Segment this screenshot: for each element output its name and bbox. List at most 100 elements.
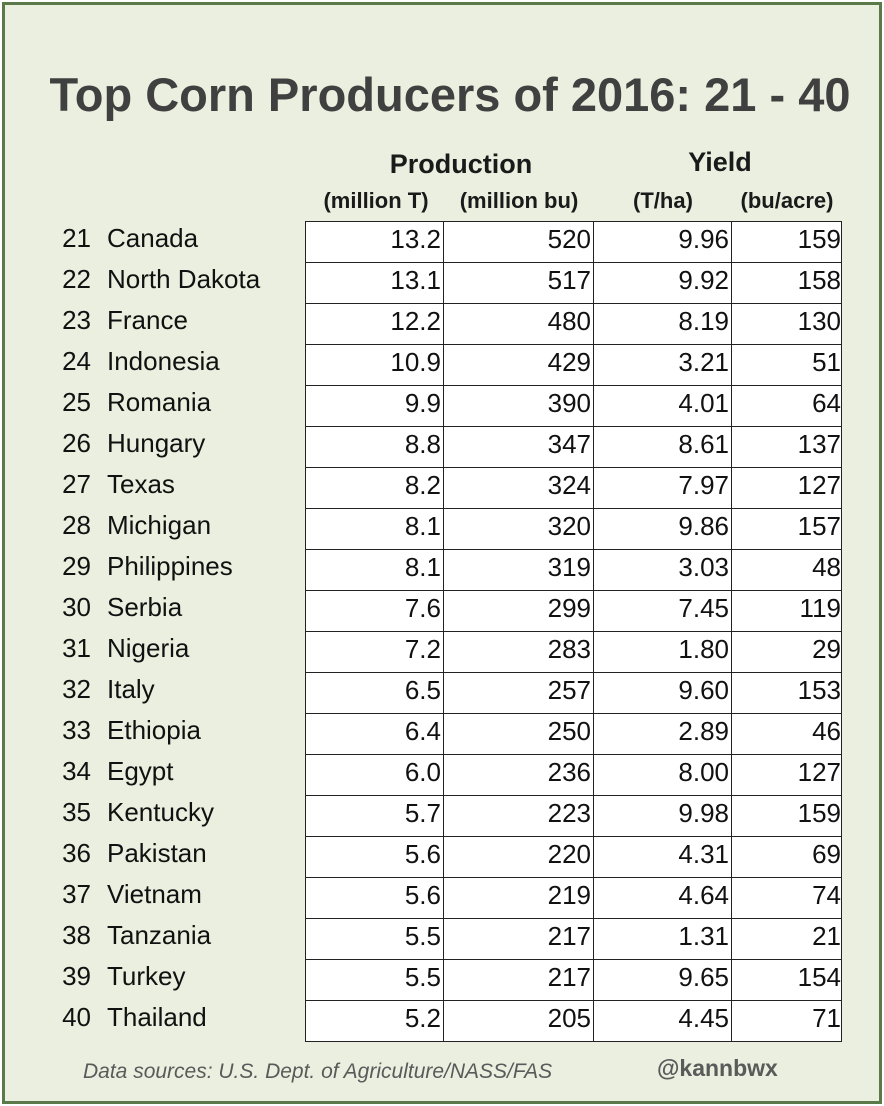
table-cell-prod-bu: 347: [547, 429, 591, 459]
rank-label: 34: [62, 756, 91, 786]
table-cell-prod-bu: 324: [547, 470, 591, 500]
table-row-rule: [305, 836, 842, 837]
table-cell-yield-t: 9.65: [678, 962, 729, 992]
rank-label: 21: [62, 223, 91, 253]
table-cell-prod-bu: 219: [547, 880, 591, 910]
producer-name: Canada: [107, 223, 199, 253]
production-group-header: Production: [389, 149, 533, 179]
table-cell-prod-bu: 520: [547, 224, 591, 254]
table-cell-yield-t: 7.97: [678, 470, 729, 500]
table-cell-yield-t: 9.98: [678, 798, 729, 828]
table-cell-prod-bu: 517: [547, 265, 591, 295]
table-row-rule: [305, 467, 842, 468]
table-cell-yield-bu: 74: [812, 880, 841, 910]
rank-label: 38: [62, 920, 91, 950]
table-cell-prod-t: 5.6: [404, 880, 441, 910]
table-cell-yield-bu: 71: [812, 1003, 841, 1033]
table-cell-prod-bu: 283: [547, 634, 591, 664]
table-cell-prod-t: 8.8: [404, 429, 441, 459]
table-cell-yield-bu: 127: [797, 757, 841, 787]
table-cell-yield-t: 4.45: [678, 1003, 729, 1033]
table-row-rule: [305, 795, 842, 796]
table-cell-yield-t: 4.01: [678, 388, 729, 418]
table-cell-prod-bu: 299: [547, 593, 591, 623]
producer-name: North Dakota: [107, 264, 261, 294]
table-cell-prod-t: 5.5: [404, 962, 441, 992]
rank-label: 28: [62, 510, 91, 540]
rank-label: 30: [62, 592, 91, 622]
table-cell-yield-t: 4.64: [678, 880, 729, 910]
table-row-rule: [305, 713, 842, 714]
data-source-note: Data sources: U.S. Dept. of Agriculture/…: [83, 1060, 553, 1083]
table-cell-yield-bu: 127: [797, 470, 841, 500]
table-cell-prod-t: 9.9: [404, 388, 441, 418]
rank-label: 40: [62, 1002, 91, 1032]
producer-name: France: [107, 305, 188, 335]
table-cell-prod-t: 6.0: [404, 757, 441, 787]
data-table: 13.2 520 9.96 159 13.1 517 9.92 158 12.2 480 8.19 1…: [305, 221, 842, 1042]
table-row-rule: [305, 877, 842, 878]
table-cell-yield-bu: 21: [812, 921, 841, 951]
table-cell-yield-t: 1.80: [678, 634, 729, 664]
table-cell-yield-t: 4.31: [678, 839, 729, 869]
table-cell-yield-t: 9.60: [678, 675, 729, 705]
table-cell-prod-bu: 205: [547, 1003, 591, 1033]
table-cell-prod-t: 8.1: [404, 552, 441, 582]
table-cell-prod-bu: 220: [547, 839, 591, 869]
table-row-rule: [305, 385, 842, 386]
table-cell-yield-t: 7.45: [678, 593, 729, 623]
producer-name: Tanzania: [107, 920, 212, 950]
unit-header-t-ha: (T/ha): [633, 188, 693, 213]
table-row-rule: [305, 1000, 842, 1001]
unit-header-million-t: (million T): [323, 188, 429, 213]
table-cell-prod-bu: 319: [547, 552, 591, 582]
producer-name: Thailand: [107, 1002, 207, 1032]
rank-label: 22: [62, 264, 91, 294]
table-row-rule: [305, 549, 842, 550]
producer-name: Texas: [107, 469, 175, 499]
table-cell-yield-bu: 159: [797, 224, 841, 254]
table-cell-yield-bu: 137: [797, 429, 841, 459]
table-cell-prod-bu: 429: [547, 347, 591, 377]
producer-name: Kentucky: [107, 797, 214, 827]
rank-label: 26: [62, 428, 91, 458]
table-cell-yield-bu: 158: [797, 265, 841, 295]
table-row-rule: [305, 672, 842, 673]
table-cell-yield-bu: 154: [797, 962, 841, 992]
table-cell-prod-bu: 250: [547, 716, 591, 746]
table-cell-prod-bu: 223: [547, 798, 591, 828]
producer-name: Ethiopia: [107, 715, 201, 745]
table-cell-yield-t: 3.21: [678, 347, 729, 377]
table-row-rule: [305, 508, 842, 509]
rank-label: 24: [62, 346, 91, 376]
table-cell-prod-bu: 217: [547, 962, 591, 992]
producer-name: Vietnam: [107, 879, 202, 909]
table-cell-prod-bu: 320: [547, 511, 591, 541]
rank-label: 36: [62, 838, 91, 868]
table-row-rule: [305, 590, 842, 591]
chart-title: Top Corn Producers of 2016: 21 - 40: [49, 68, 851, 121]
rank-label: 33: [62, 715, 91, 745]
table-cell-prod-t: 5.5: [404, 921, 441, 951]
table-cell-prod-bu: 480: [547, 306, 591, 336]
table-cell-yield-bu: 48: [812, 552, 841, 582]
table-row-rule: [305, 959, 842, 960]
rank-label: 29: [62, 551, 91, 581]
table-cell-prod-bu: 390: [547, 388, 591, 418]
table-cell-prod-t: 7.6: [404, 593, 441, 623]
table-cell-yield-t: 1.31: [678, 921, 729, 951]
producer-name: Pakistan: [107, 838, 207, 868]
rank-label: 39: [62, 961, 91, 991]
producer-name: Michigan: [107, 510, 212, 540]
table-cell-yield-t: 8.19: [678, 306, 729, 336]
producer-name: Hungary: [107, 428, 206, 458]
table-cell-prod-t: 8.1: [404, 511, 441, 541]
table-cell-prod-t: 5.7: [404, 798, 441, 828]
table-cell-yield-t: 2.89: [678, 716, 729, 746]
rank-label: 27: [62, 469, 91, 499]
table-cell-prod-bu: 257: [547, 675, 591, 705]
yield-group-header: Yield: [688, 147, 752, 177]
table-cell-yield-t: 8.00: [678, 757, 729, 787]
table-row-rule: [305, 344, 842, 345]
